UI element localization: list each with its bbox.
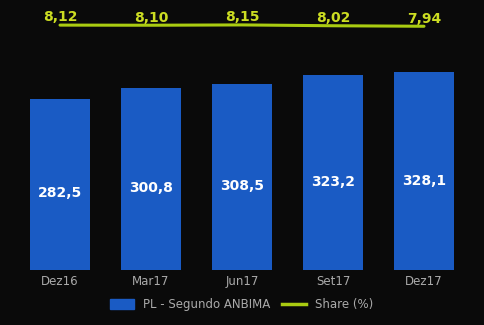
Bar xyxy=(212,84,272,270)
Text: 8,10: 8,10 xyxy=(134,11,168,25)
Text: 7,94: 7,94 xyxy=(407,12,441,26)
Legend: PL - Segundo ANBIMA, Share (%): PL - Segundo ANBIMA, Share (%) xyxy=(107,294,377,315)
Text: 282,5: 282,5 xyxy=(38,186,82,200)
Bar xyxy=(394,72,454,270)
Text: 323,2: 323,2 xyxy=(311,175,355,189)
Bar xyxy=(303,75,363,270)
Text: 8,02: 8,02 xyxy=(316,11,350,25)
Text: 308,5: 308,5 xyxy=(220,179,264,193)
Text: 8,12: 8,12 xyxy=(43,10,77,24)
Text: 8,15: 8,15 xyxy=(225,10,259,24)
Text: 300,8: 300,8 xyxy=(129,181,173,195)
Bar xyxy=(30,99,90,270)
Text: 328,1: 328,1 xyxy=(402,174,446,188)
Bar xyxy=(121,88,181,270)
